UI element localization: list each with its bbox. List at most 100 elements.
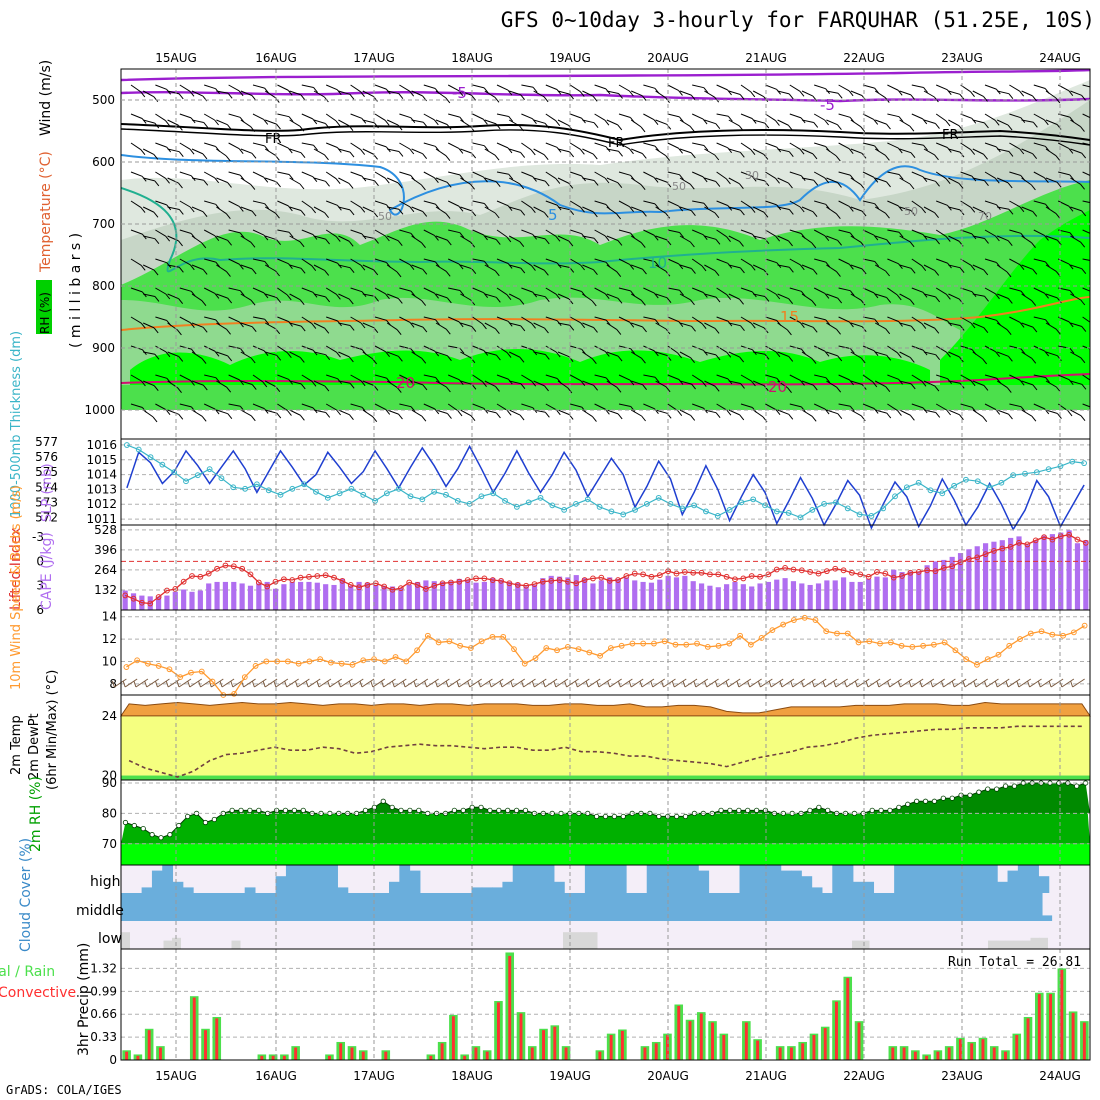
- wind-barb: [399, 200, 411, 208]
- wind-barb: [555, 409, 561, 416]
- wind-speed-line-point: [317, 656, 324, 663]
- precip-conv-bar: [846, 978, 850, 1060]
- precip-conv-bar: [812, 1035, 816, 1060]
- wind-barb: [556, 146, 562, 153]
- wind-barb: [543, 212, 549, 218]
- wind-barb: [909, 414, 915, 421]
- cloud-bar: [255, 893, 266, 921]
- wind-barb: [896, 294, 902, 301]
- wind-barb: [399, 258, 411, 266]
- wind-barb: [701, 265, 707, 272]
- cloud-bar: [236, 893, 247, 921]
- thickness-line-point: [821, 500, 828, 507]
- wind-barb: [690, 94, 696, 101]
- wind-barb: [289, 148, 302, 154]
- precip-conv-bar: [294, 1047, 298, 1060]
- li-line-point: [347, 582, 354, 588]
- wind-barb: [214, 293, 220, 299]
- cloud-bar: [447, 893, 458, 921]
- wind-barb: [984, 345, 996, 353]
- cloud-bar: [888, 893, 899, 921]
- wind-barb: [520, 209, 526, 216]
- li-line-point: [473, 575, 479, 582]
- wind-barb: [324, 270, 330, 276]
- wind-barb: [982, 358, 988, 365]
- wind-barb: [618, 229, 631, 234]
- li-line-point: [690, 569, 697, 576]
- wind-barb: [313, 409, 326, 413]
- wind-barb: [472, 142, 485, 147]
- wind-barb: [775, 351, 781, 358]
- wind-barb: [860, 299, 866, 306]
- wind-barb: [826, 409, 838, 415]
- li-line-point: [965, 556, 972, 562]
- wind-barb: [557, 380, 569, 389]
- precip-conv-bar: [970, 1043, 974, 1060]
- wind-barb: [545, 403, 557, 411]
- wind-barb: [422, 211, 428, 217]
- thickness-line-point: [1069, 458, 1076, 465]
- wind-barb: [569, 200, 581, 208]
- wind-barb: [788, 240, 793, 247]
- wind-barb: [374, 171, 386, 179]
- wind-barb: [970, 264, 976, 271]
- wind-barb: [740, 287, 753, 293]
- surface-barb: [953, 678, 967, 688]
- wind-barb: [838, 142, 850, 150]
- wind-barb: [617, 240, 623, 246]
- wind-barb: [667, 345, 678, 354]
- wind-speed-line-point: [640, 640, 647, 647]
- y-tick-label: -3: [32, 530, 44, 544]
- wind-barb: [263, 234, 269, 241]
- wind-barb: [715, 354, 721, 361]
- y-tick-label: 700: [92, 217, 115, 231]
- wind-barb: [897, 205, 903, 212]
- li-line-point: [715, 571, 722, 578]
- wind-barb: [521, 229, 533, 235]
- cape-bar: [590, 583, 596, 610]
- thickness-line-point: [395, 485, 402, 492]
- wind-speed-line-point: [930, 641, 937, 648]
- wind-barb: [155, 113, 166, 121]
- wind-barb: [435, 322, 447, 330]
- cape-bar: [398, 587, 404, 610]
- temp-base-band: [121, 775, 1090, 780]
- wind-barb: [143, 177, 155, 182]
- wind-barb: [995, 235, 1000, 242]
- surface-barb: [833, 680, 837, 688]
- surface-barb: [348, 680, 352, 688]
- wind-barb: [362, 264, 374, 271]
- cape-bar: [623, 577, 629, 610]
- wind-barb: [350, 258, 362, 266]
- wind-speed-line-point: [1017, 636, 1023, 642]
- precip-conv-bar: [215, 1018, 219, 1060]
- wind-barb: [545, 316, 558, 322]
- wind-barb: [214, 119, 219, 126]
- wind-barb: [287, 410, 292, 416]
- cape-bar: [765, 581, 771, 610]
- cape-bar: [924, 565, 930, 610]
- wind-barb: [970, 149, 976, 155]
- wind-barb: [1068, 148, 1074, 154]
- date-axis-top: 15AUG 16AUG 17AUG 18AUG 19AUG 20AUG 21AUG 22AUG…: [155, 51, 1081, 65]
- wind-barb: [753, 119, 765, 124]
- wind-barb: [618, 287, 631, 292]
- wind-barb: [715, 296, 721, 303]
- wind-barb: [910, 383, 916, 390]
- wind-barb: [984, 200, 997, 206]
- wind-barb: [948, 264, 961, 269]
- wind-barb: [715, 123, 721, 130]
- wind-barb: [826, 322, 837, 330]
- li-line-point: [1049, 536, 1056, 543]
- cloud-bar: [917, 893, 928, 921]
- thickness-line-point: [809, 507, 816, 513]
- cape-bar: [632, 580, 638, 610]
- cape-bar: [440, 581, 446, 610]
- wind-barb: [716, 258, 728, 264]
- cloud-bar: [763, 893, 774, 921]
- li-line-point: [840, 567, 847, 574]
- date-axis-bottom: 15AUG 16AUG 17AUG 18AUG 19AUG 20AUG 21AUG 22AUG…: [155, 1069, 1081, 1083]
- wind-barb: [873, 176, 879, 183]
- wind-barb: [508, 293, 521, 300]
- surface-barb: [178, 678, 192, 688]
